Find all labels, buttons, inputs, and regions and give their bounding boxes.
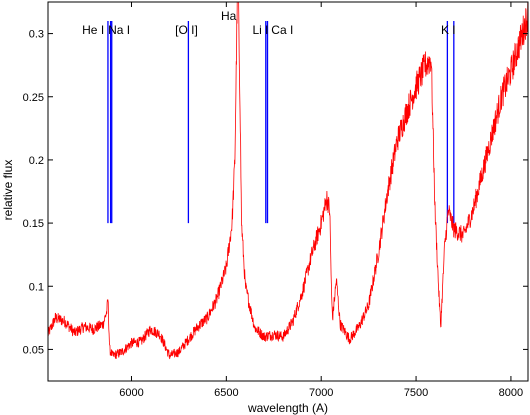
- y-axis: 0.05 0.1 0.15 0.2 0.25 0.3: [23, 29, 528, 356]
- spectral-line-labels: He I Na I [O I] Ha Li I Ca I K I: [82, 9, 456, 37]
- y-tick-label: 0.3: [29, 29, 44, 41]
- y-tick-label: 0.05: [23, 344, 44, 356]
- x-axis-label: wavelength (A): [247, 401, 328, 415]
- spectral-line-label: He I: [82, 23, 104, 37]
- series-layer: [48, 2, 528, 360]
- x-tick-label: 8000: [499, 387, 523, 399]
- x-tick-label: 7500: [404, 387, 428, 399]
- spectral-line-label: Ha: [221, 9, 237, 23]
- y-tick-label: 0.1: [29, 281, 44, 293]
- spectrum-series-line: [48, 2, 528, 360]
- spectral-line-label: Li I: [252, 23, 268, 37]
- x-tick-label: 7000: [309, 387, 333, 399]
- plot-background: [48, 2, 528, 381]
- spectral-lines-layer: [107, 20, 455, 224]
- spectral-line-label: K I: [441, 23, 456, 37]
- spectral-line-label: Ca I: [271, 23, 293, 37]
- x-axis: 6000 6500 7000 7500 8000: [119, 2, 523, 399]
- y-tick-label: 0.25: [23, 92, 44, 104]
- spectral-line-label: [O I]: [175, 23, 198, 37]
- spectral-line-label: Na I: [108, 23, 130, 37]
- y-axis-label: relative flux: [1, 160, 15, 221]
- y-tick-label: 0.2: [29, 155, 44, 167]
- x-tick-label: 6500: [214, 387, 238, 399]
- plot-frame: [47, 1, 529, 382]
- x-tick-label: 6000: [119, 387, 143, 399]
- y-tick-label: 0.15: [23, 218, 44, 230]
